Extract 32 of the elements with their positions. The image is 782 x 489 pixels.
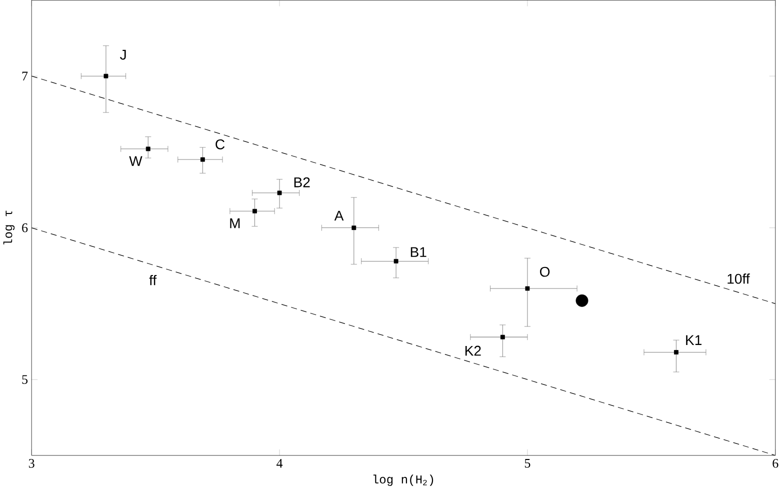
point xyxy=(104,74,108,78)
x-tick-label: 4 xyxy=(276,458,283,468)
point xyxy=(525,286,530,291)
point xyxy=(277,190,282,195)
annotation: K2 xyxy=(465,346,481,356)
point xyxy=(394,258,398,264)
annotation: K1 xyxy=(686,335,702,345)
annotation: J xyxy=(120,50,126,60)
point xyxy=(252,208,257,214)
annotation: W xyxy=(129,156,142,166)
annotation: B1 xyxy=(410,247,426,257)
x-tick-label: 6 xyxy=(772,458,778,468)
annotation: A xyxy=(334,210,344,220)
point xyxy=(674,350,678,354)
annotation: 10ff xyxy=(728,273,750,284)
annotation: M xyxy=(230,218,240,228)
y-tick-label: 7 xyxy=(22,72,28,80)
annotation: B2 xyxy=(294,177,310,188)
point xyxy=(500,334,505,340)
point xyxy=(146,146,150,151)
annotation: O xyxy=(540,266,550,277)
point xyxy=(200,157,205,162)
y-axis-title: log τ xyxy=(3,210,15,244)
y-tick-label: 6 xyxy=(22,223,28,232)
annotation: ff xyxy=(149,274,157,286)
point xyxy=(576,294,588,307)
x-tick-label: 3 xyxy=(28,458,34,468)
x-axis-title: log n(H$_{2}$) xyxy=(373,474,434,486)
x-tick-label: 5 xyxy=(524,458,530,468)
annotation: C xyxy=(216,139,225,150)
y-tick-label: 5 xyxy=(22,375,28,384)
point xyxy=(352,225,356,230)
